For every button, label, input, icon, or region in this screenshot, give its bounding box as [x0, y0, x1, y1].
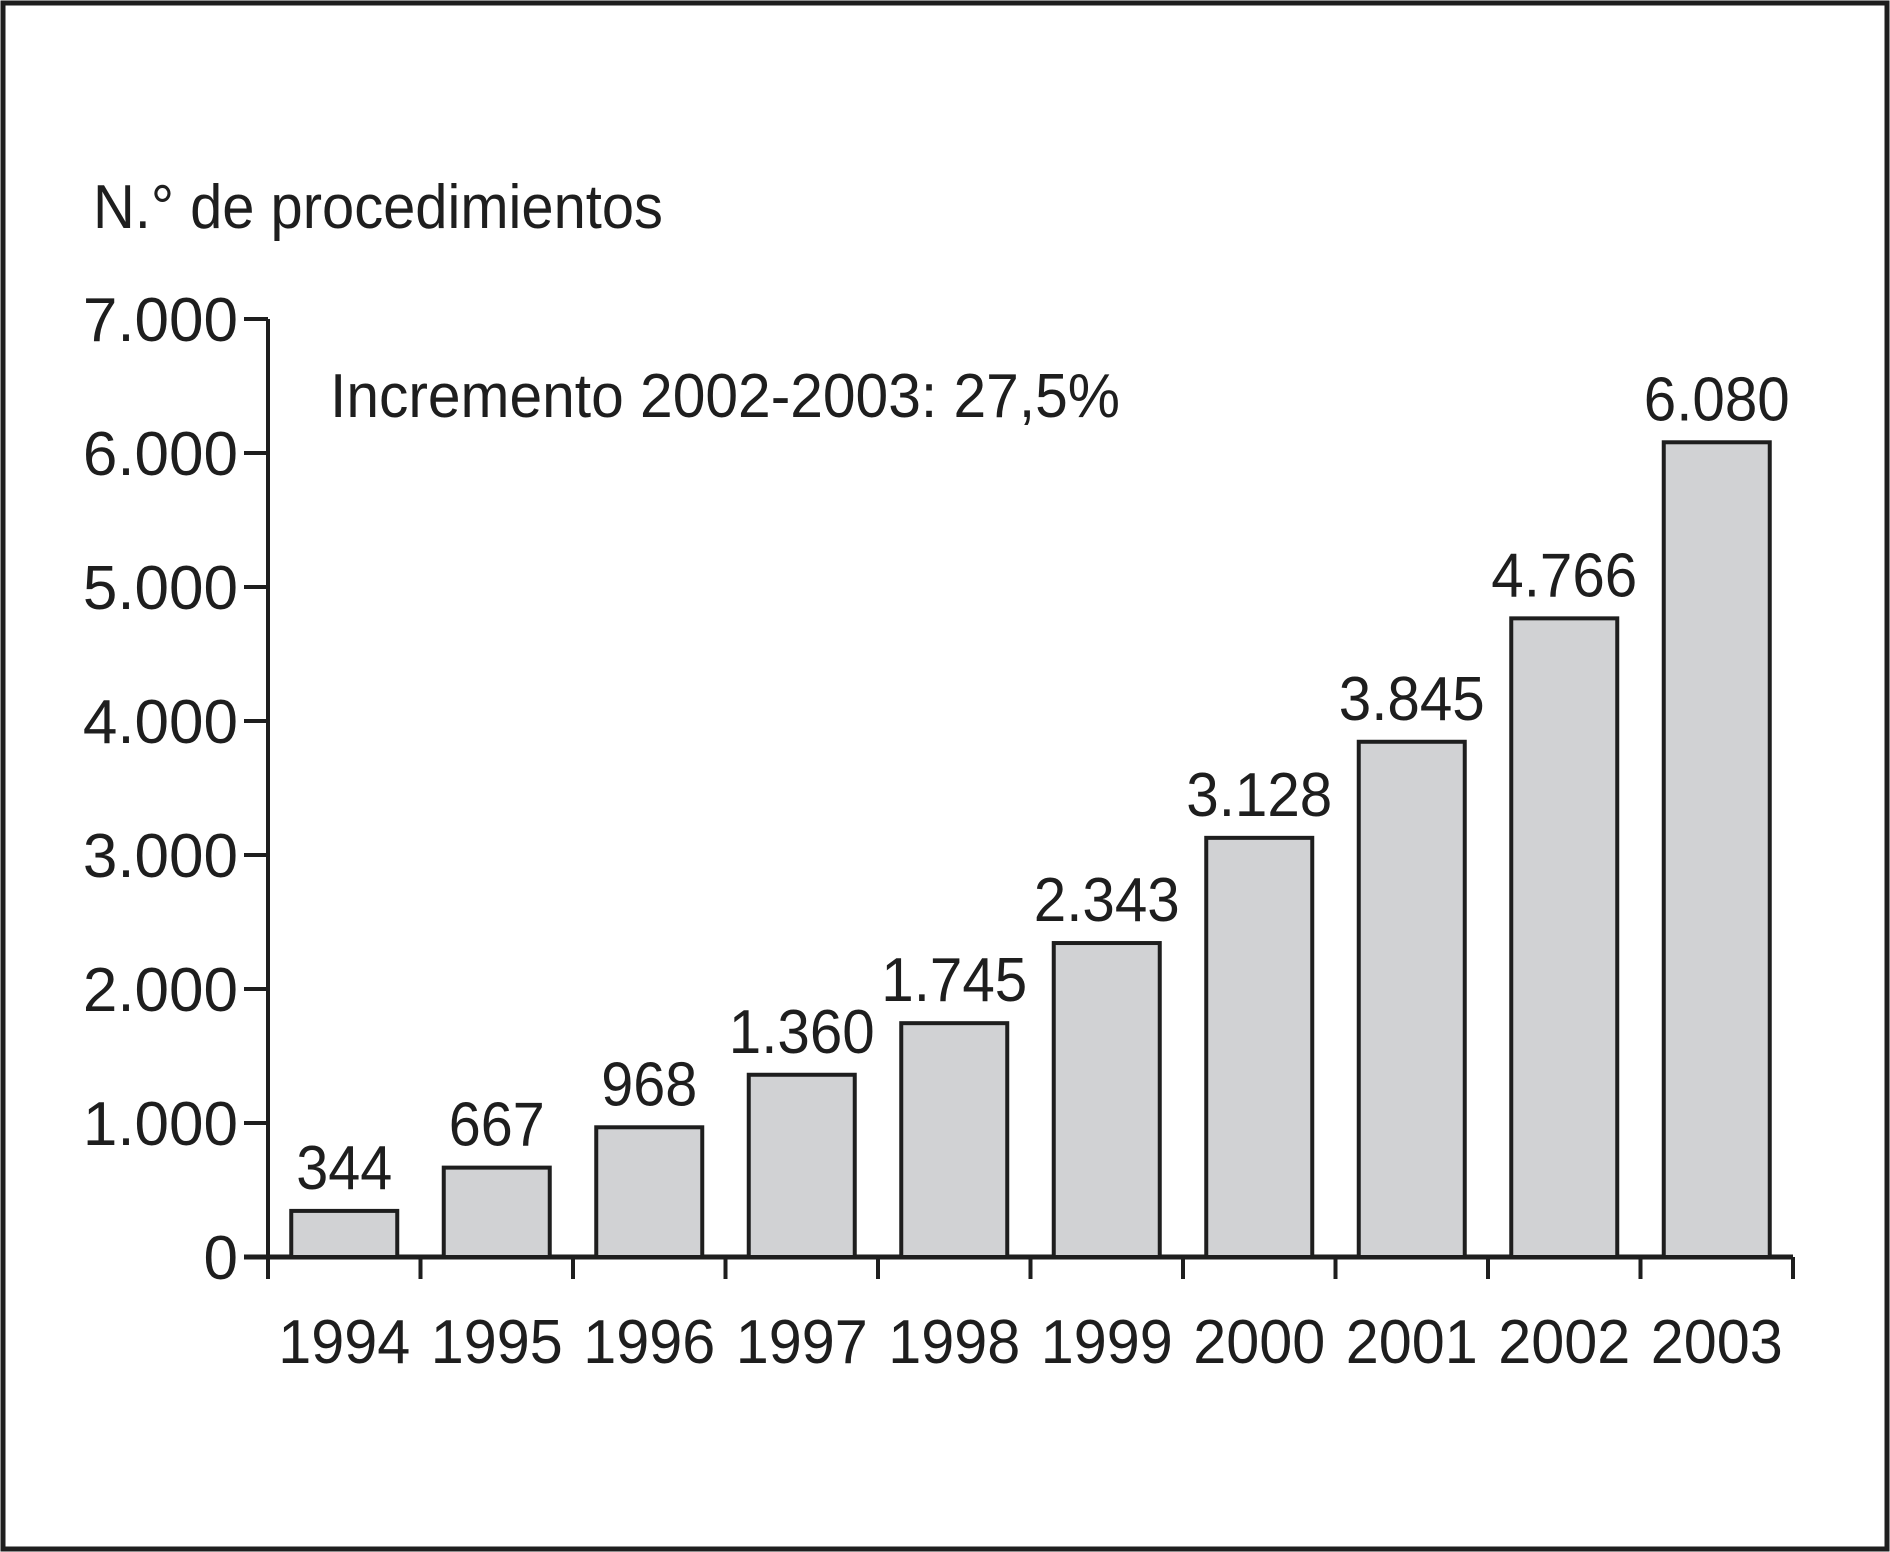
bars: [289, 440, 1772, 1260]
data-label: 1.745: [881, 946, 1027, 1015]
y-tick-label: 5.000: [83, 554, 238, 623]
data-label: 6.080: [1644, 365, 1790, 434]
y-axis-title: N.° de procedimientos: [93, 173, 663, 242]
x-tick-label: 1999: [1041, 1308, 1173, 1377]
y-tick-label: 2.000: [83, 956, 238, 1025]
x-tick-label: 2002: [1498, 1308, 1630, 1377]
data-label: 3.128: [1186, 761, 1332, 830]
bar: [1661, 440, 1772, 1259]
bar: [1509, 616, 1620, 1259]
bar: [1051, 941, 1162, 1260]
x-tick-label: 1998: [888, 1308, 1020, 1377]
y-axis: 0 1.000 2.000 3.000 4.000 5.000 6.000 7.000: [83, 286, 270, 1293]
bar: [289, 1208, 400, 1260]
bar: [594, 1125, 705, 1259]
data-label: 2.343: [1034, 866, 1180, 935]
y-tick-label: 3.000: [83, 822, 238, 891]
data-label: 667: [449, 1091, 545, 1160]
y-tick-label: 1.000: [83, 1090, 238, 1159]
y-tick-label: 7.000: [83, 286, 238, 355]
increase-annotation: Incremento 2002-2003: 27,5%: [330, 362, 1120, 431]
x-tick-label: 1997: [736, 1308, 868, 1377]
data-label: 4.766: [1491, 541, 1637, 610]
bar: [899, 1021, 1010, 1259]
data-label: 1.360: [729, 998, 875, 1067]
x-tick-label: 1995: [431, 1308, 563, 1377]
bar: [441, 1165, 552, 1259]
bar: [746, 1072, 857, 1260]
data-label: 344: [296, 1134, 392, 1203]
y-tick-label: 6.000: [83, 420, 238, 489]
x-tick-label: 2000: [1193, 1308, 1325, 1377]
x-tick-label: 1996: [583, 1308, 715, 1377]
y-tick-label: 0: [204, 1224, 238, 1293]
data-label: 968: [601, 1050, 697, 1119]
x-tick-label: 2001: [1346, 1308, 1478, 1377]
bar: [1356, 739, 1467, 1259]
x-tick-label: 2003: [1651, 1308, 1783, 1377]
bar: [1204, 835, 1315, 1260]
y-tick-label: 4.000: [83, 688, 238, 757]
data-label: 3.845: [1339, 665, 1485, 734]
x-axis: 1994 1995 1996 1997 1998 1999 2000 2001 2002 2003: [244, 1254, 1795, 1377]
x-tick-label: 1994: [278, 1308, 410, 1377]
